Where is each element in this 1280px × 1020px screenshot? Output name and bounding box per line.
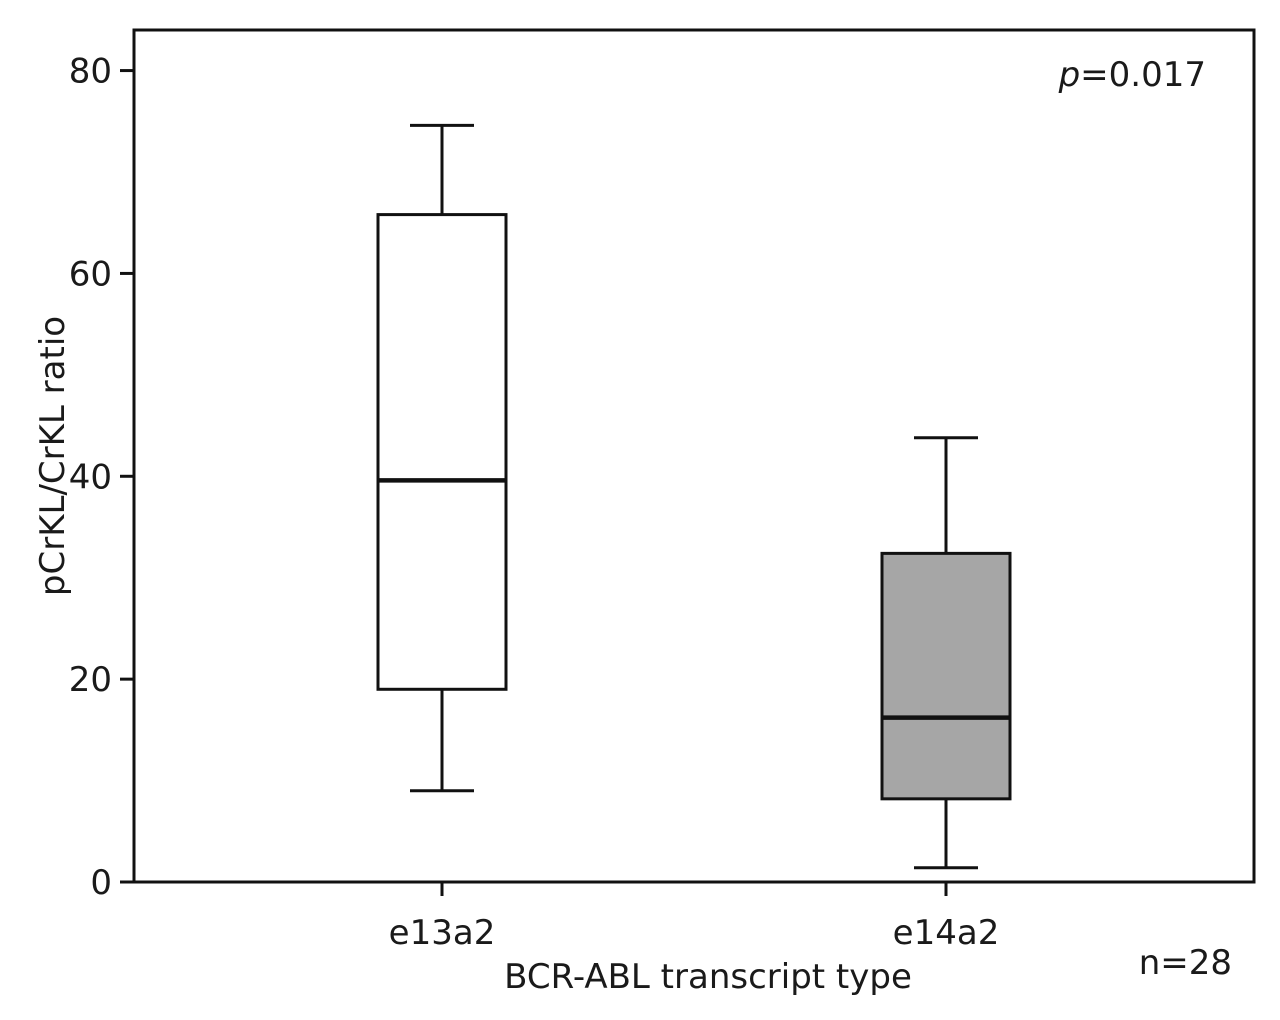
p-value: =0.017 <box>1080 55 1206 95</box>
y-tick-label: 20 <box>69 660 112 700</box>
plot-area-frame <box>132 28 1256 884</box>
interquartile-box <box>880 551 1012 801</box>
x-axis-title: BCR-ABL transcript type <box>504 957 912 997</box>
y-axis-title: pCrKL/CrKL ratio <box>33 316 73 596</box>
y-tick-label: 60 <box>69 254 112 294</box>
sample-size-annotation: n=28 <box>1139 943 1232 983</box>
p-symbol: p <box>1058 55 1081 95</box>
y-tick-label: 0 <box>90 863 112 903</box>
x-tick-label: e14a2 <box>893 913 1000 953</box>
interquartile-box <box>376 213 508 691</box>
y-tick-label: 80 <box>69 52 112 92</box>
box-e14a2 <box>880 436 1012 870</box>
p-value-annotation: p=0.017 <box>1058 55 1206 95</box>
y-axis: 0 20 40 60 80 <box>69 52 134 903</box>
x-tick-label: e13a2 <box>389 913 496 953</box>
box-series <box>376 123 1012 870</box>
y-tick-label: 40 <box>69 457 112 497</box>
x-axis: e13a2 e14a2 <box>389 882 1000 953</box>
box-e13a2 <box>376 123 508 793</box>
